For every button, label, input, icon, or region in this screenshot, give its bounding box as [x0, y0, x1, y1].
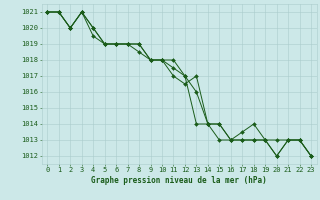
X-axis label: Graphe pression niveau de la mer (hPa): Graphe pression niveau de la mer (hPa)	[91, 176, 267, 185]
